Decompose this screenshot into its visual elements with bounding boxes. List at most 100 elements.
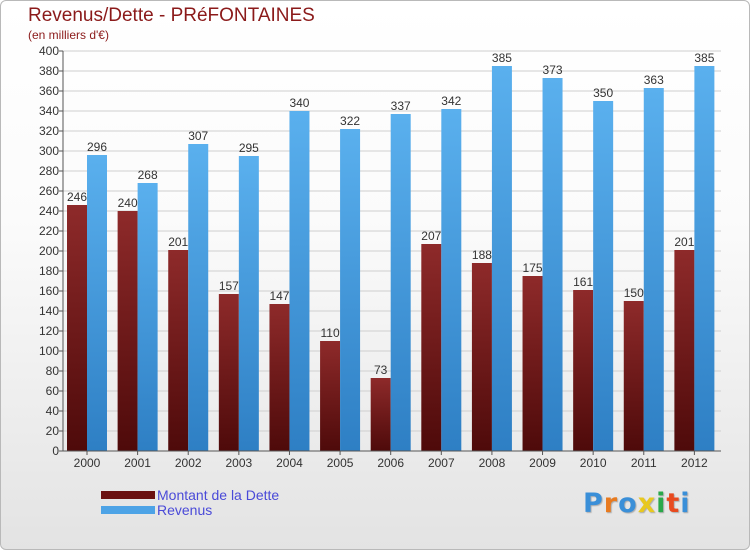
y-tick-label: 300 — [39, 144, 59, 158]
bar-dette — [370, 378, 391, 451]
y-tick-label: 240 — [39, 204, 59, 218]
bar-dette — [320, 341, 341, 451]
data-label: 110 — [321, 326, 340, 340]
chart-title: Revenus/Dette - PRéFONTAINES — [28, 5, 315, 26]
y-tick-label: 60 — [46, 384, 60, 398]
y-tick-label: 140 — [39, 304, 59, 318]
y-tick-label: 260 — [39, 184, 59, 198]
data-label: 268 — [138, 168, 158, 182]
y-tick-label: 80 — [46, 364, 60, 378]
y-tick-label: 320 — [39, 124, 59, 138]
bar-revenus — [694, 66, 715, 451]
logo-letter: i — [680, 488, 691, 519]
y-tick-label: 100 — [39, 344, 59, 358]
y-tick-label: 180 — [39, 264, 59, 278]
bar-dette — [218, 294, 239, 451]
y-tick-label: 0 — [52, 444, 59, 458]
logo-letter: x — [637, 488, 657, 519]
data-label: 188 — [472, 248, 492, 262]
bar-revenus — [188, 144, 209, 451]
y-tick-label: 400 — [39, 44, 59, 58]
data-label: 201 — [674, 235, 694, 249]
y-tick-label: 340 — [39, 104, 59, 118]
y-tick-label: 280 — [39, 164, 59, 178]
bar-dette — [623, 301, 644, 451]
bar-dette — [421, 244, 442, 451]
bar-dette — [471, 263, 492, 451]
data-label: 363 — [644, 73, 664, 87]
data-label: 157 — [219, 279, 239, 293]
x-tick-label: 2008 — [479, 456, 506, 470]
data-label: 295 — [239, 141, 259, 155]
data-label: 296 — [87, 140, 107, 154]
x-tick-label: 2001 — [124, 456, 151, 470]
data-label: 385 — [492, 51, 512, 65]
bar-revenus — [87, 155, 107, 451]
axes: 0 20 40 60 80 100 120 140 160 180 200 220 240 260 280 3… — [39, 44, 721, 470]
logo-letter: P — [583, 488, 604, 519]
x-tick-label: 2005 — [327, 456, 354, 470]
data-label: 73 — [374, 363, 388, 377]
x-tick-label: 2010 — [580, 456, 607, 470]
bar-revenus — [340, 129, 361, 451]
data-label: 340 — [289, 96, 309, 110]
legend-item-revenus: Revenus — [101, 501, 279, 518]
legend-swatch-revenus — [101, 505, 155, 514]
data-label: 342 — [441, 94, 461, 108]
data-label: 350 — [593, 86, 613, 100]
data-label: 240 — [118, 196, 138, 210]
data-label: 307 — [188, 129, 208, 143]
data-label: 322 — [340, 114, 360, 128]
legend-item-dette: Montant de la Dette — [101, 486, 280, 503]
bar-dette — [168, 250, 189, 451]
data-label: 246 — [67, 190, 87, 204]
bar-revenus — [137, 183, 158, 451]
data-label: 337 — [391, 99, 411, 113]
data-label: 207 — [421, 229, 441, 243]
bar-dette — [522, 276, 543, 451]
data-label: 175 — [523, 261, 543, 275]
bar-revenus — [593, 101, 614, 451]
data-label: 201 — [168, 235, 188, 249]
y-tick-label: 40 — [46, 404, 60, 418]
logo-letter: r — [603, 488, 619, 519]
data-label: 161 — [573, 275, 593, 289]
bar-revenus — [491, 66, 512, 451]
data-label: 150 — [624, 286, 644, 300]
x-tick-label: 2006 — [377, 456, 404, 470]
y-tick-label: 20 — [46, 424, 60, 438]
bar-revenus — [542, 78, 563, 451]
bar-revenus — [643, 88, 664, 451]
chart-subtitle: (en milliers d'€) — [28, 28, 109, 42]
x-tick-label: 2000 — [74, 456, 101, 470]
legend-label-revenus: Revenus — [157, 501, 213, 518]
x-tick-label: 2004 — [276, 456, 303, 470]
y-tick-label: 160 — [39, 284, 59, 298]
bar-dette — [573, 290, 594, 451]
y-tick-label: 380 — [39, 64, 59, 78]
y-tick-label: 200 — [39, 244, 59, 258]
x-tick-label: 2012 — [681, 456, 708, 470]
y-tick-label: 220 — [39, 224, 59, 238]
bar-revenus — [289, 111, 310, 451]
logo-letter: o — [618, 488, 638, 519]
x-tick-label: 2011 — [631, 456, 657, 470]
y-tick-label: 120 — [39, 324, 59, 338]
proxiti-logo: Proxiti — [583, 488, 691, 519]
y-tick-label: 360 — [39, 84, 59, 98]
bar-dette — [674, 250, 695, 451]
logo-letter: t — [666, 488, 681, 519]
logo-letter: i — [656, 488, 667, 519]
data-label: 147 — [269, 289, 289, 303]
x-tick-label: 2007 — [428, 456, 455, 470]
x-tick-label: 2003 — [225, 456, 252, 470]
data-label: 373 — [543, 63, 563, 77]
legend-swatch-dette — [101, 490, 155, 499]
bar-revenus — [441, 109, 462, 451]
bar-revenus — [390, 114, 411, 451]
bars — [67, 66, 715, 451]
legend-label-dette: Montant de la Dette — [157, 486, 280, 503]
